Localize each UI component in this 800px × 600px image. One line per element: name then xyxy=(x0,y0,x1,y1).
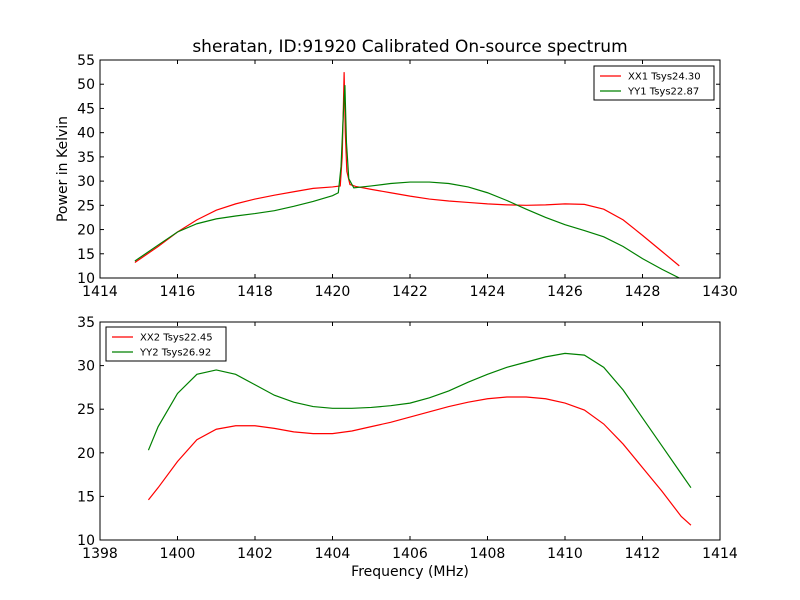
x-tick-label: 1422 xyxy=(392,284,428,300)
y-tick-label: 15 xyxy=(77,247,95,263)
x-tick-label: 1418 xyxy=(237,284,273,300)
x-tick-label: 1430 xyxy=(702,284,738,300)
legend-entry-1: XX1 Tsys24.30 xyxy=(628,72,701,83)
legend-box xyxy=(593,65,715,101)
x-tick-label: 1414 xyxy=(82,284,118,300)
y-tick-label: 35 xyxy=(77,150,95,166)
x-tick-label: 1410 xyxy=(547,546,583,562)
x-tick-label: 1426 xyxy=(547,284,583,300)
x-tick-label: 1400 xyxy=(160,546,196,562)
x-axis-label: Frequency (MHz) xyxy=(351,564,469,580)
x-tick-label: 1428 xyxy=(625,284,661,300)
top-panel: 1414 1416 1418 1420 1422 1424 1426 1428 1430 10 15… xyxy=(55,53,738,300)
bottom-panel: 1398 1400 1402 1404 1406 1408 1410 1412 1414 10 15… xyxy=(77,315,738,580)
y-tick-label: 10 xyxy=(77,533,95,549)
x-tick-label: 1412 xyxy=(625,546,661,562)
x-tick-label: 1406 xyxy=(392,546,428,562)
y-tick-label: 50 xyxy=(77,77,95,93)
legend-entry-1: XX2 Tsys22.45 xyxy=(140,333,213,344)
x-tick-label: 1402 xyxy=(237,546,273,562)
y-tick-label: 20 xyxy=(77,446,95,462)
legend-entry-2: YY2 Tsys26.92 xyxy=(139,348,211,359)
y-tick-label: 30 xyxy=(77,174,95,190)
x-tick-label: 1416 xyxy=(160,284,196,300)
figure-title: sheratan, ID:91920 Calibrated On-source … xyxy=(192,37,627,57)
x-tick-label: 1424 xyxy=(470,284,506,300)
x-tick-label: 1398 xyxy=(82,546,118,562)
y-tick-label: 10 xyxy=(77,271,95,287)
series-line-1 xyxy=(147,396,692,526)
y-tick-label: 20 xyxy=(77,223,95,239)
series-line-2 xyxy=(147,352,692,489)
y-tick-label: 45 xyxy=(77,101,95,117)
series-line-2 xyxy=(134,85,680,278)
y-tick-label: 15 xyxy=(77,489,95,505)
y-tick-label: 25 xyxy=(77,198,95,214)
legend-box xyxy=(105,326,227,362)
x-tick-label: 1420 xyxy=(315,284,351,300)
y-tick-label: 40 xyxy=(77,126,95,142)
y-tick-label: 25 xyxy=(77,402,95,418)
y-tick-label: 35 xyxy=(77,315,95,331)
y-tick-label: 30 xyxy=(77,359,95,375)
x-tick-label: 1414 xyxy=(702,546,738,562)
y-tick-label: 55 xyxy=(77,53,95,69)
x-tick-label: 1404 xyxy=(315,546,351,562)
x-tick-label: 1408 xyxy=(470,546,506,562)
y-axis-label: Power in Kelvin xyxy=(55,116,71,222)
legend-entry-2: YY1 Tsys22.87 xyxy=(627,87,699,98)
